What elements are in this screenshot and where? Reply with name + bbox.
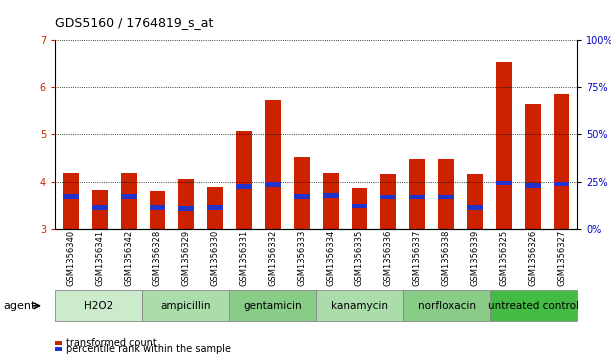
Bar [294, 157, 310, 229]
Bar [236, 131, 252, 229]
Bar [554, 94, 569, 229]
Bar [381, 174, 397, 229]
Bar [351, 188, 367, 229]
Bar [178, 179, 194, 229]
Bar [467, 205, 483, 210]
Bar [323, 193, 338, 198]
Text: norfloxacin: norfloxacin [418, 301, 476, 311]
Text: percentile rank within the sample: percentile rank within the sample [66, 344, 231, 354]
Bar [438, 195, 454, 199]
Bar [265, 100, 281, 229]
Text: agent: agent [3, 301, 35, 311]
Bar [63, 173, 79, 229]
Bar [120, 173, 136, 229]
Bar [525, 183, 541, 188]
Bar [409, 195, 425, 199]
Bar [92, 190, 108, 229]
Bar [496, 180, 512, 185]
Bar [496, 62, 512, 229]
Bar [265, 183, 281, 187]
Bar [207, 205, 223, 210]
Bar [438, 159, 454, 229]
Bar [381, 195, 397, 199]
Text: untreated control: untreated control [488, 301, 579, 311]
Text: kanamycin: kanamycin [331, 301, 388, 311]
Text: ampicillin: ampicillin [160, 301, 211, 311]
Bar [207, 187, 223, 229]
Bar [554, 182, 569, 186]
Bar [178, 206, 194, 211]
Bar [236, 184, 252, 189]
Bar [92, 205, 108, 210]
Text: transformed count: transformed count [66, 338, 157, 348]
Bar [409, 159, 425, 229]
Bar [294, 194, 310, 199]
Text: H2O2: H2O2 [84, 301, 113, 311]
Text: gentamicin: gentamicin [243, 301, 302, 311]
Bar [323, 173, 338, 229]
Bar [150, 191, 166, 229]
Bar [525, 103, 541, 229]
Bar [150, 205, 166, 210]
Bar [467, 174, 483, 229]
Bar [120, 194, 136, 199]
Bar [63, 194, 79, 199]
Text: GDS5160 / 1764819_s_at: GDS5160 / 1764819_s_at [55, 16, 213, 29]
Bar [351, 204, 367, 208]
